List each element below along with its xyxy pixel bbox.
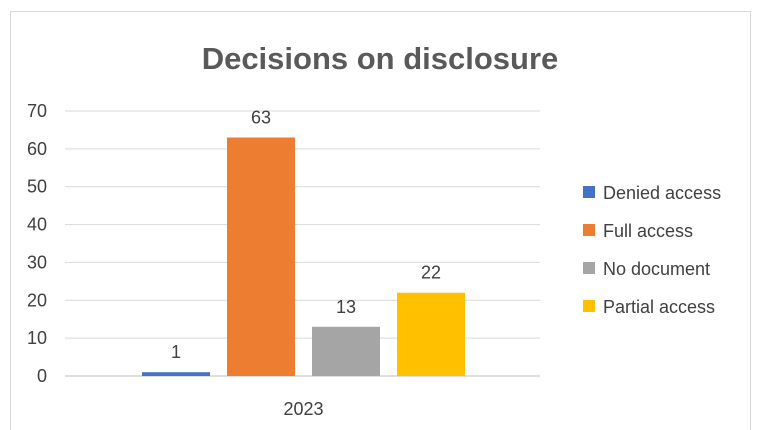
y-axis-ticks: 0 10 20 30 40 50 60 70: [27, 101, 47, 386]
data-label: 1: [171, 342, 181, 362]
x-tick-label: 2023: [283, 399, 323, 419]
bar-full-access: [227, 137, 295, 376]
legend-swatch: [583, 262, 595, 274]
gridlines: [65, 110, 540, 377]
y-tick-label: 40: [27, 215, 47, 235]
bar-denied-access: [142, 372, 210, 376]
bar-partial-access: [397, 292, 465, 376]
bar-no-document: [312, 326, 380, 376]
legend-swatch: [583, 224, 595, 236]
bars: 1 63 13 22: [142, 108, 465, 376]
y-tick-label: 0: [37, 366, 47, 386]
legend-label: Denied access: [603, 183, 721, 203]
data-label: 13: [336, 297, 356, 317]
x-axis-ticks: 2023: [283, 399, 323, 419]
y-tick-label: 30: [27, 252, 47, 272]
y-tick-label: 20: [27, 290, 47, 310]
legend-label: Partial access: [603, 297, 715, 317]
legend: Denied access Full access No document Parti…: [583, 183, 721, 317]
y-tick-label: 10: [27, 328, 47, 348]
chart-title: Decisions on disclosure: [202, 41, 559, 76]
data-label: 63: [251, 108, 271, 128]
legend-swatch: [583, 300, 595, 312]
chart-frame: [10, 11, 751, 430]
y-tick-label: 60: [27, 139, 47, 159]
legend-label: No document: [603, 259, 710, 279]
legend-label: Full access: [603, 221, 693, 241]
data-label: 22: [421, 263, 441, 283]
y-tick-label: 50: [27, 177, 47, 197]
legend-swatch: [583, 186, 595, 198]
y-tick-label: 70: [27, 101, 47, 121]
